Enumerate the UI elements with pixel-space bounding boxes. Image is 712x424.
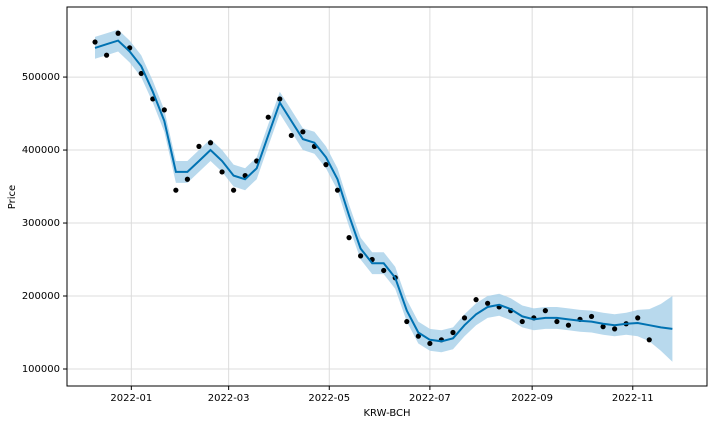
y-tick-label: 200000	[22, 291, 60, 302]
observed-point	[230, 187, 237, 193]
observed-point	[138, 70, 144, 77]
observed-point	[565, 322, 572, 328]
observed-point	[646, 337, 652, 343]
observed-point	[207, 140, 214, 146]
plot-frame	[66, 6, 708, 387]
observed-point	[265, 114, 271, 120]
observed-point	[323, 162, 329, 168]
observed-point	[184, 176, 191, 182]
observed-point	[103, 52, 110, 58]
observed-point	[288, 132, 294, 139]
x-tick-label: 2022-07	[409, 393, 451, 404]
observed-point	[612, 326, 618, 332]
observed-point	[92, 39, 98, 45]
observed-point	[461, 315, 468, 321]
observed-point	[219, 169, 225, 175]
observed-point	[300, 129, 306, 135]
observed-point	[161, 107, 167, 113]
y-tick-label: 500000	[22, 72, 60, 83]
observed-point	[334, 187, 341, 193]
observed-point	[542, 308, 548, 314]
y-tick-label: 300000	[22, 218, 60, 229]
observed-point	[485, 300, 491, 306]
uncertainty-band	[95, 29, 673, 362]
forecast-line	[94, 39, 673, 343]
y-tick-label: 400000	[22, 145, 60, 156]
observed-point	[473, 297, 479, 303]
observed-point	[346, 235, 352, 241]
observed-point	[115, 30, 121, 36]
x-tick-label: 2022-01	[110, 393, 152, 404]
x-tick-label: 2022-03	[208, 393, 250, 404]
observed-point	[404, 318, 410, 325]
y-axis-label: Price	[7, 185, 18, 209]
observed-point	[519, 318, 525, 325]
observed-point	[554, 318, 560, 325]
x-axis-label: KRW-BCH	[363, 408, 410, 419]
observed-point	[588, 313, 595, 320]
observed-point	[196, 143, 202, 149]
observed-point	[450, 329, 456, 336]
x-tick-label: 2022-09	[511, 393, 553, 404]
observed-point	[358, 253, 364, 259]
observed-point	[381, 267, 387, 274]
observed-point	[635, 315, 641, 321]
observed-point	[415, 333, 421, 339]
x-tick-label: 2022-05	[308, 393, 350, 404]
observed-point	[600, 324, 606, 330]
observed-point	[173, 187, 179, 193]
observed-point	[277, 96, 283, 102]
x-tick-label: 2022-11	[612, 393, 654, 404]
y-tick-label: 100000	[22, 364, 60, 375]
observed-point	[427, 340, 433, 347]
